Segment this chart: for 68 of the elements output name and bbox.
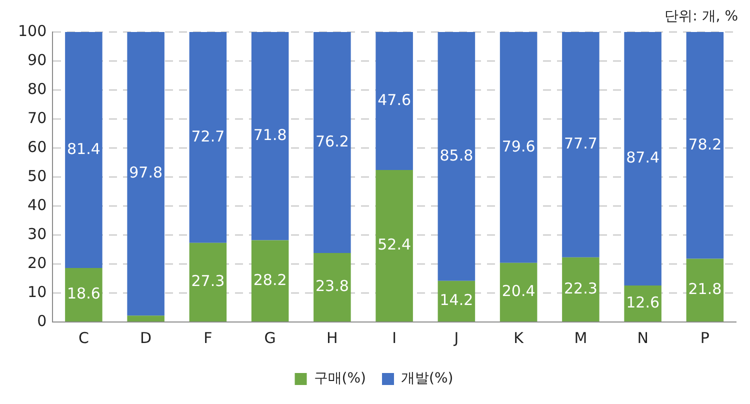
y-tick-label: 100 bbox=[18, 22, 47, 40]
data-label: 14.2 bbox=[440, 291, 474, 310]
y-tick-label: 40 bbox=[28, 196, 47, 214]
y-tick-label: 60 bbox=[28, 138, 47, 156]
data-label: 76.2 bbox=[315, 132, 349, 150]
data-label: 23.8 bbox=[315, 277, 349, 296]
bar bbox=[686, 32, 724, 259]
x-tick-label: D bbox=[140, 328, 152, 347]
data-label: 87.4 bbox=[626, 148, 660, 167]
x-tick-label: K bbox=[514, 328, 525, 347]
bar bbox=[686, 258, 724, 322]
data-label: 47.6 bbox=[378, 90, 412, 109]
x-tick-label: P bbox=[700, 328, 710, 347]
data-label: 71.8 bbox=[253, 126, 287, 144]
x-tick-label: J bbox=[453, 328, 459, 347]
bar bbox=[438, 32, 476, 281]
bar bbox=[562, 32, 600, 258]
y-tick-label: 0 bbox=[37, 312, 47, 330]
legend-label: 구매(%) bbox=[314, 370, 366, 387]
data-label: 27.3 bbox=[191, 272, 225, 290]
bar bbox=[624, 285, 662, 322]
bar bbox=[314, 32, 351, 253]
bar bbox=[65, 32, 102, 268]
bar bbox=[624, 32, 662, 286]
y-tick-label: 70 bbox=[28, 108, 47, 127]
x-tick-label: F bbox=[204, 328, 212, 347]
data-label: 85.8 bbox=[440, 146, 474, 164]
bar bbox=[314, 252, 351, 322]
data-label: 77.7 bbox=[564, 134, 598, 153]
bar bbox=[562, 257, 600, 322]
y-tick-label: 90 bbox=[28, 50, 47, 69]
x-tick-label: M bbox=[574, 328, 588, 347]
x-tick-label: G bbox=[264, 328, 276, 347]
data-label: 79.6 bbox=[502, 137, 536, 156]
x-tick-label: H bbox=[326, 328, 338, 347]
data-label: 28.2 bbox=[253, 270, 287, 289]
data-label: 81.4 bbox=[66, 140, 100, 158]
data-label: 78.2 bbox=[688, 135, 722, 154]
data-label: 97.8 bbox=[129, 164, 163, 182]
bar bbox=[127, 32, 164, 316]
text: 단위: 개, % bbox=[664, 8, 738, 25]
x-tick-label: C bbox=[78, 328, 89, 347]
y-tick-label: 10 bbox=[28, 282, 47, 301]
bar bbox=[500, 32, 538, 263]
bar bbox=[127, 316, 164, 322]
data-label: 72.7 bbox=[191, 127, 225, 146]
legend-label: 개발(%) bbox=[401, 370, 454, 387]
bar bbox=[189, 32, 227, 243]
data-label: 18.6 bbox=[66, 284, 100, 303]
bar bbox=[500, 262, 538, 322]
y-tick-label: 20 bbox=[28, 254, 47, 272]
bar bbox=[376, 32, 413, 170]
data-label: 21.8 bbox=[688, 280, 722, 298]
y-tick-label: 30 bbox=[28, 224, 47, 243]
x-tick-label: N bbox=[637, 328, 648, 347]
data-label: 20.4 bbox=[502, 282, 536, 300]
data-label: 22.3 bbox=[564, 279, 598, 298]
y-tick-label: 80 bbox=[28, 80, 47, 98]
y-tick-label: 50 bbox=[28, 166, 47, 185]
bar bbox=[376, 170, 413, 322]
data-label: 12.6 bbox=[626, 293, 660, 312]
bar bbox=[251, 240, 289, 322]
data-label: 52.4 bbox=[378, 236, 412, 254]
bar bbox=[189, 242, 227, 322]
x-tick-label: I bbox=[392, 328, 397, 347]
bar bbox=[65, 268, 102, 322]
bar bbox=[438, 280, 476, 322]
bar bbox=[251, 32, 289, 240]
